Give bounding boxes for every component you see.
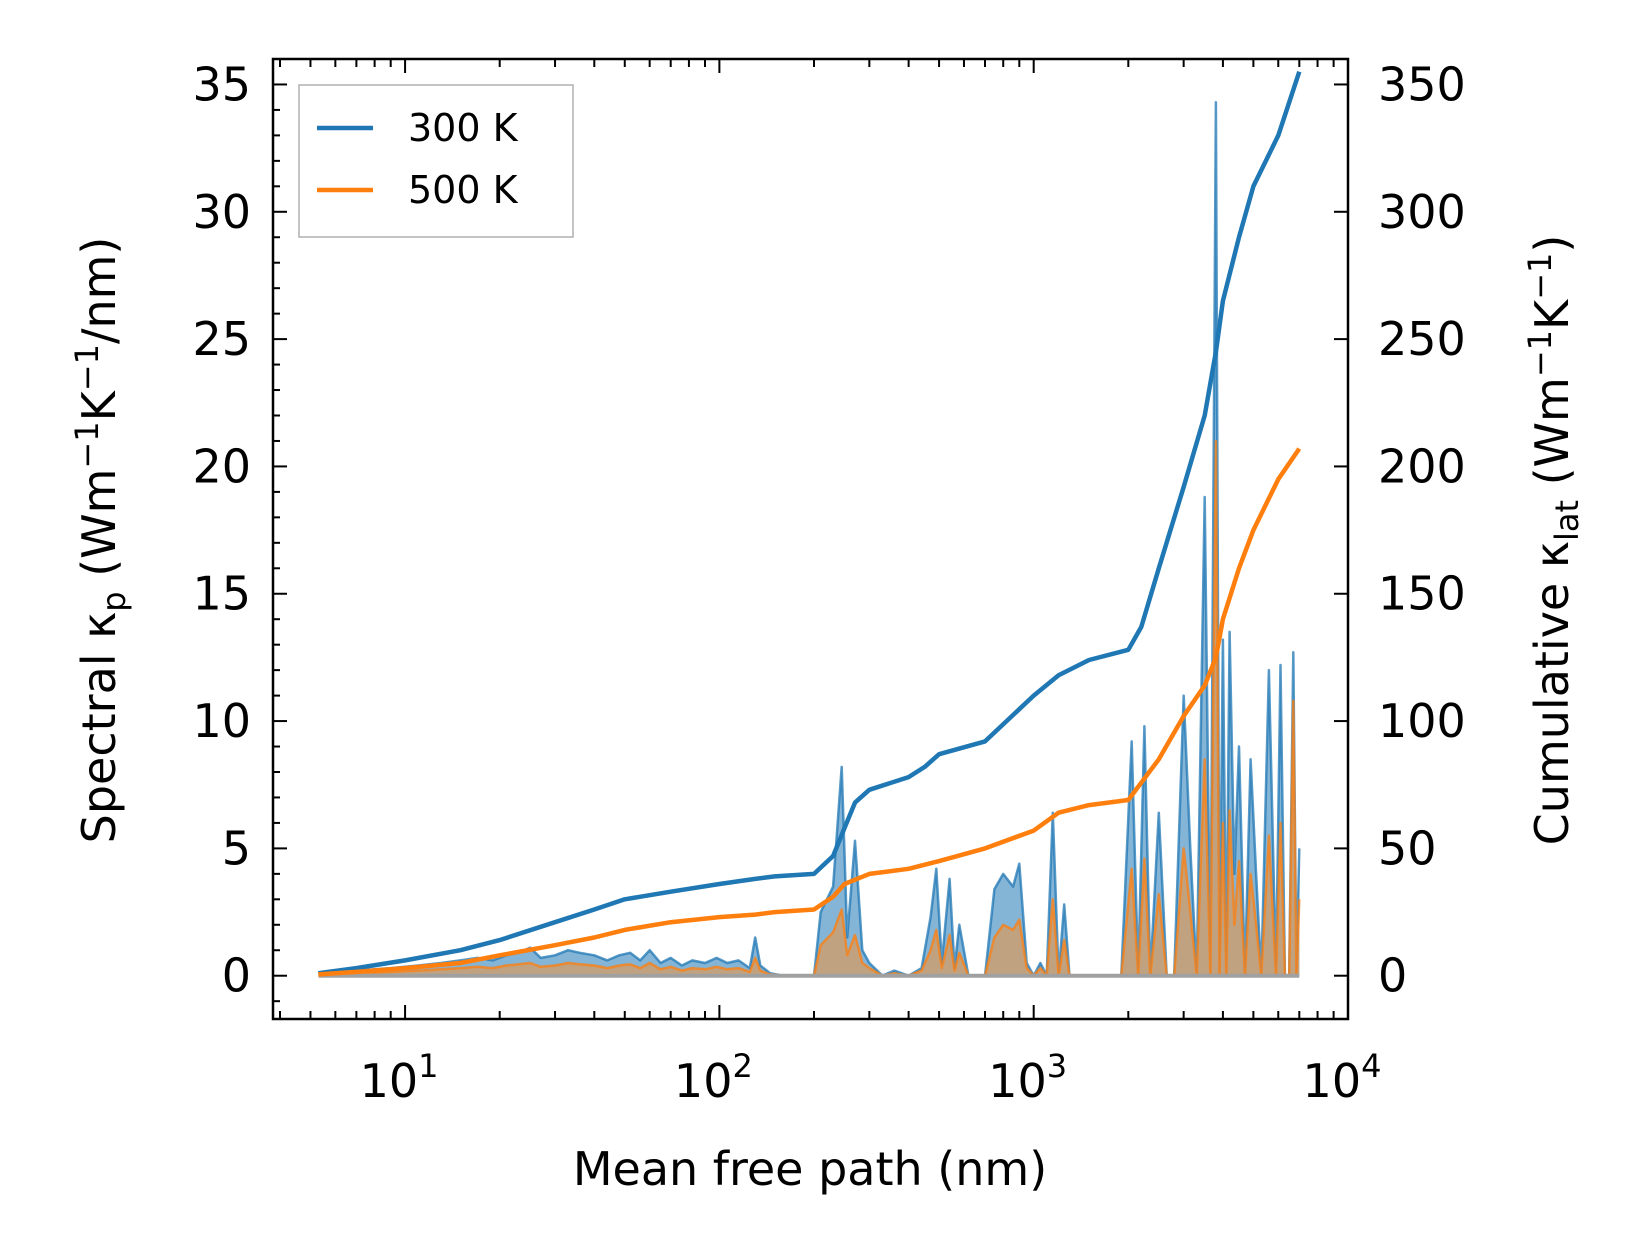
y-right-tick-label: 50 bbox=[1378, 821, 1437, 875]
y-right-tick-label: 150 bbox=[1378, 567, 1466, 621]
spectral-fills bbox=[318, 101, 1301, 978]
legend-label-300k: 300 K bbox=[408, 106, 519, 150]
right-axis-label: Cumulative κlat (Wm−1K−1) bbox=[1521, 235, 1586, 846]
left-axis-label: Spectral κp (Wm−1K−1/nm) bbox=[68, 237, 133, 844]
series-line-500k bbox=[318, 447, 1302, 977]
axis-ticks bbox=[273, 59, 1349, 1019]
y-left-tick-label: 15 bbox=[192, 567, 251, 621]
left-axis-tick-labels: 0 5 10 15 20 25 30 35 bbox=[192, 57, 251, 1002]
y-right-tick-label: 100 bbox=[1378, 694, 1466, 748]
y-left-tick-label: 5 bbox=[222, 821, 251, 875]
legend: 300 K 500 K bbox=[298, 84, 574, 238]
y-right-tick-label: 300 bbox=[1378, 185, 1466, 239]
cumulative-lines bbox=[318, 70, 1302, 977]
plot-frame bbox=[271, 57, 1350, 1021]
legend-box bbox=[298, 84, 574, 238]
legend-label-500k: 500 K bbox=[408, 168, 519, 212]
x-tick-label: 102 bbox=[674, 1047, 753, 1108]
series-line-300k bbox=[318, 70, 1302, 976]
y-right-tick-label: 200 bbox=[1378, 439, 1466, 493]
spectral-area-500k-edge bbox=[318, 439, 1301, 977]
y-right-tick-label: 350 bbox=[1378, 57, 1466, 111]
y-left-tick-label: 25 bbox=[192, 312, 251, 366]
y-left-tick-label: 35 bbox=[192, 57, 251, 111]
spectral-area-500k bbox=[318, 441, 1300, 976]
y-left-tick-label: 30 bbox=[192, 185, 251, 239]
x-tick-label: 103 bbox=[988, 1047, 1067, 1108]
y-left-tick-label: 0 bbox=[222, 949, 251, 1003]
x-tick-label: 104 bbox=[1303, 1047, 1382, 1108]
y-left-tick-label: 10 bbox=[192, 694, 251, 748]
x-axis-label: Mean free path (nm) bbox=[573, 1142, 1047, 1196]
x-tick-label: 101 bbox=[360, 1047, 439, 1108]
y-left-tick-label: 20 bbox=[192, 439, 251, 493]
x-axis-tick-labels: 101 102 103 104 bbox=[360, 1047, 1382, 1108]
y-right-tick-label: 0 bbox=[1378, 949, 1407, 1003]
right-axis-tick-labels: 0 50 100 150 200 250 300 350 bbox=[1378, 57, 1466, 1002]
y-right-tick-label: 250 bbox=[1378, 312, 1466, 366]
